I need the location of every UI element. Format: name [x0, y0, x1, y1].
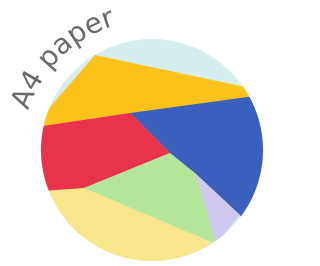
logo: A4 paper — [0, 0, 267, 266]
paper-disc — [0, 0, 267, 266]
